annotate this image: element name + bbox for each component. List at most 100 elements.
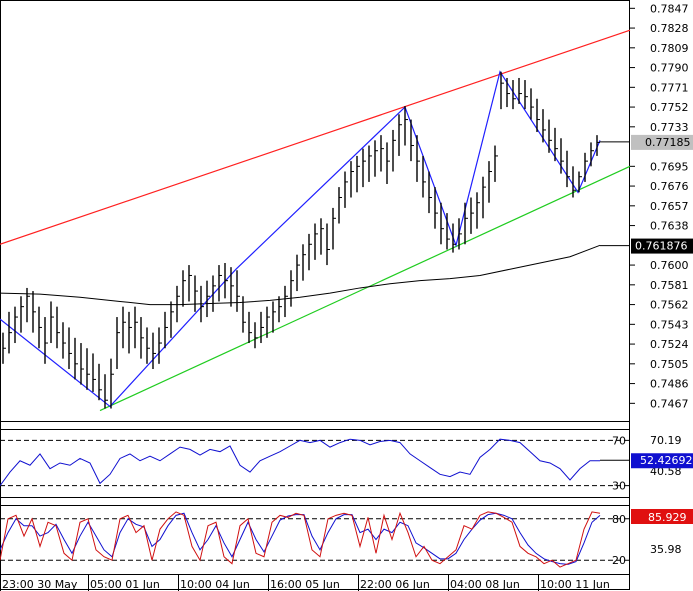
price-tick-label: 0.7486 <box>650 378 689 391</box>
price-bar <box>548 119 552 153</box>
price-bar <box>134 306 138 349</box>
price-bar <box>482 176 486 219</box>
price-bar <box>56 306 60 349</box>
stochastic-panel: 80 20 35.98 85.929 <box>0 509 693 568</box>
price-bar <box>176 285 180 323</box>
price-tick-label: 0.7828 <box>650 22 689 35</box>
stoch-right-label: 35.98 <box>650 543 682 556</box>
price-bar <box>128 311 132 354</box>
price-bar <box>536 98 540 133</box>
price-bar <box>488 161 492 203</box>
price-bar <box>494 145 498 182</box>
rsi-current-label: 52.42692 <box>640 454 693 467</box>
price-bar <box>398 114 402 156</box>
price-bar <box>8 311 12 354</box>
rsi-line <box>0 438 600 486</box>
rsi-level-label: 70 <box>612 434 626 447</box>
current-price-badge <box>631 134 693 150</box>
time-tick-label: 04:00 08 Jun <box>450 578 520 591</box>
price-bar <box>278 296 282 323</box>
price-tick-label: 0.7657 <box>650 200 689 213</box>
price-bar <box>92 353 96 392</box>
price-bar <box>524 80 528 110</box>
price-bar <box>542 109 546 143</box>
price-bar <box>164 311 168 349</box>
moving-average-line <box>0 244 601 306</box>
price-bar <box>152 332 156 370</box>
price-bar <box>434 187 438 229</box>
price-tick-label: 0.7638 <box>650 220 689 233</box>
chart-frame <box>0 0 630 590</box>
price-bar <box>284 285 288 318</box>
price-tick-label: 0.7809 <box>650 42 689 55</box>
price-bar <box>362 148 366 188</box>
stoch-current-label: 85.929 <box>648 511 687 524</box>
rsi-right-label-upper: 70.19 <box>650 434 682 447</box>
price-bar <box>260 311 264 344</box>
price-bar <box>590 142 594 167</box>
price-bar <box>206 280 210 318</box>
price-bar <box>560 138 564 174</box>
upper-channel-line <box>0 29 631 245</box>
rsi-current-badge <box>631 453 693 469</box>
stoch-level-label: 80 <box>612 513 626 526</box>
time-tick-label: 05:00 01 Jun <box>90 578 160 591</box>
price-bar <box>188 265 192 302</box>
time-tick-label: 22:00 06 Jun <box>360 578 430 591</box>
price-tick-label: 0.7790 <box>650 62 689 75</box>
price-bar <box>356 155 360 193</box>
price-bar <box>380 135 384 172</box>
price-bar <box>374 140 378 177</box>
price-bar <box>32 291 36 333</box>
price-bar <box>104 374 108 409</box>
zigzag-line <box>0 70 601 408</box>
moving-average-label: 0.761876 <box>635 240 688 253</box>
price-bar <box>254 322 258 349</box>
price-bar <box>242 296 246 333</box>
price-bar <box>296 254 300 292</box>
price-bar <box>386 142 390 184</box>
stoch-level-label: 20 <box>612 554 626 567</box>
stoch-current-badge <box>631 509 693 524</box>
price-bar <box>596 135 600 156</box>
price-bar <box>326 223 330 266</box>
price-tick-label: 0.7543 <box>650 318 689 331</box>
price-tick-label: 0.7847 <box>650 2 689 15</box>
price-bar <box>566 150 570 188</box>
price-tick-label: 0.7581 <box>650 279 689 292</box>
price-bar <box>140 317 144 359</box>
price-tick-label: 0.7733 <box>650 121 689 134</box>
price-bar <box>290 270 294 307</box>
price-bar <box>98 363 102 401</box>
price-bar <box>392 129 396 172</box>
price-tick-label: 0.7505 <box>650 358 689 371</box>
price-bar <box>2 332 6 364</box>
price-bar <box>332 207 336 250</box>
moving-average-badge <box>631 238 693 254</box>
price-bar <box>146 327 150 364</box>
price-bar <box>68 327 72 370</box>
price-bar <box>200 285 204 323</box>
price-bar <box>338 187 342 224</box>
price-bar <box>506 77 510 108</box>
price-tick-label: 0.7562 <box>650 299 689 312</box>
price-tick-label: 0.7467 <box>650 397 689 410</box>
price-bar <box>452 223 456 253</box>
current-price-label: 0.77185 <box>645 136 691 149</box>
price-bar <box>218 265 222 302</box>
price-bar <box>86 348 90 390</box>
price-bar <box>422 155 426 198</box>
price-bar <box>272 301 276 333</box>
price-bar <box>62 322 66 359</box>
price-bar <box>266 306 270 338</box>
price-bar <box>416 135 420 182</box>
price-bar <box>80 343 84 385</box>
price-bar <box>554 127 558 162</box>
price-bar <box>20 296 24 333</box>
price-bar <box>110 358 114 409</box>
price-bar <box>470 197 474 234</box>
price-bar <box>368 145 372 182</box>
price-bar <box>518 77 522 104</box>
plot-border <box>0 0 630 590</box>
